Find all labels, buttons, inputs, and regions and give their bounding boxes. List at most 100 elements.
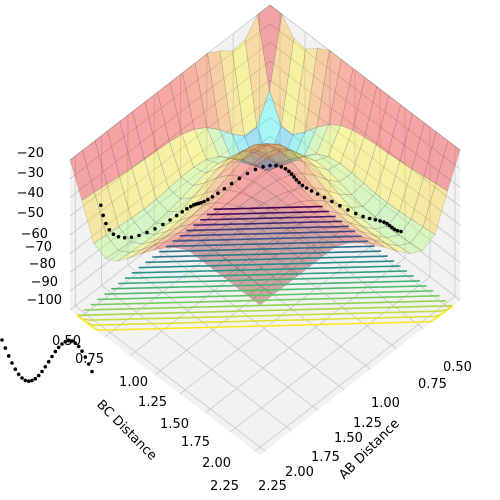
trajectory-point [210, 195, 215, 199]
surface-patch [131, 158, 157, 210]
surface-patch [327, 163, 353, 183]
trajectory-point [101, 213, 105, 218]
surface-patch [269, 13, 295, 127]
surface-patch [291, 153, 317, 159]
gridline [69, 117, 271, 273]
surface-patch [219, 50, 245, 137]
surface-patch [179, 204, 205, 221]
surface-patch [169, 133, 195, 178]
y-tick-label: 1.00 [119, 375, 148, 390]
x-tick-label: 2.00 [285, 465, 314, 480]
surface-patch [144, 91, 170, 152]
gridline [180, 224, 371, 370]
surface-patch [375, 95, 401, 154]
trajectory-point [354, 211, 358, 216]
trajectory-point [399, 229, 403, 234]
surface-patch [130, 208, 157, 234]
surface-patch [179, 182, 206, 200]
surface-patch [278, 149, 305, 159]
contour-line [152, 250, 382, 258]
trajectory-point [289, 172, 294, 176]
surface-patch [290, 149, 316, 167]
surface-patch [289, 159, 316, 176]
trajectory-point [202, 199, 206, 204]
trajectory-point [145, 230, 149, 235]
surface-patch [132, 101, 158, 160]
surface-patch [238, 196, 265, 211]
surface-patch [288, 187, 314, 202]
surface-patch [410, 175, 436, 228]
surface-patch [266, 143, 291, 151]
surface-patch [360, 236, 386, 248]
trajectory-point [30, 378, 34, 383]
surface-patch [286, 212, 313, 225]
surface-patch [251, 187, 277, 204]
trajectory-point [111, 232, 116, 236]
surface-patch [302, 153, 330, 162]
contour-line [165, 240, 369, 248]
surface-patch [106, 175, 132, 228]
surface-patch [349, 222, 374, 236]
trajectory-point [56, 345, 61, 350]
contour-lines [76, 205, 454, 332]
trajectory-point [385, 221, 389, 226]
contour-line [138, 260, 395, 269]
trajectory-point [36, 373, 41, 378]
trajectory-point [53, 349, 58, 354]
trajectory-point [161, 222, 165, 227]
surface-patch [352, 76, 378, 138]
z-axis: −20 −30 −40 −50 −60 −70 −80 −90 −100 [17, 146, 62, 308]
surface-patch [267, 161, 293, 171]
surface-patch [93, 234, 119, 260]
trajectory-point [229, 181, 234, 186]
surface-patch [155, 187, 182, 213]
surface-patch [194, 52, 220, 131]
surface-patch [399, 168, 425, 220]
surface-patch [372, 239, 398, 252]
trajectory-point [116, 235, 121, 239]
trajectory-point [294, 178, 299, 182]
surface-patch [399, 113, 425, 170]
gridline [269, 154, 461, 301]
surface-patch [105, 226, 132, 251]
surface-patch [167, 197, 194, 213]
trajectory-point [33, 376, 38, 381]
gridline [69, 135, 271, 292]
surface-patch [94, 130, 120, 185]
surface-patch [239, 180, 265, 198]
surface-patch [117, 249, 143, 262]
surface-patch [141, 241, 166, 255]
trajectory-point [20, 376, 24, 380]
surface-patch [181, 128, 207, 168]
x-tick-label: 1.75 [311, 450, 340, 465]
trajectory-point [6, 354, 11, 358]
surface-patch [205, 157, 231, 174]
surface-patch [423, 131, 449, 184]
trajectory-point [107, 228, 112, 232]
surface-patch [313, 174, 340, 195]
gridline [69, 79, 271, 236]
surface-patch [314, 165, 341, 183]
surface-patch [349, 215, 375, 230]
gridline [69, 4, 271, 161]
gridline [269, 42, 461, 188]
surface-patch [280, 131, 306, 167]
surface-patch [218, 129, 245, 164]
surface-patch [129, 232, 156, 245]
gridline [69, 60, 271, 217]
trajectory-point [73, 341, 78, 345]
trajectory-point [367, 216, 372, 221]
contour-line [179, 230, 356, 237]
surface-patch [302, 155, 328, 171]
trajectory-point [129, 235, 134, 240]
surface-patch [218, 156, 244, 161]
surface-patch [81, 191, 107, 244]
surface-patch [275, 190, 302, 206]
surface-patch [226, 192, 253, 207]
trajectory-point [330, 199, 334, 204]
surface-patch [107, 120, 133, 177]
surface-patch [385, 234, 412, 247]
gridline [69, 98, 271, 255]
trajectory-point [46, 359, 51, 364]
